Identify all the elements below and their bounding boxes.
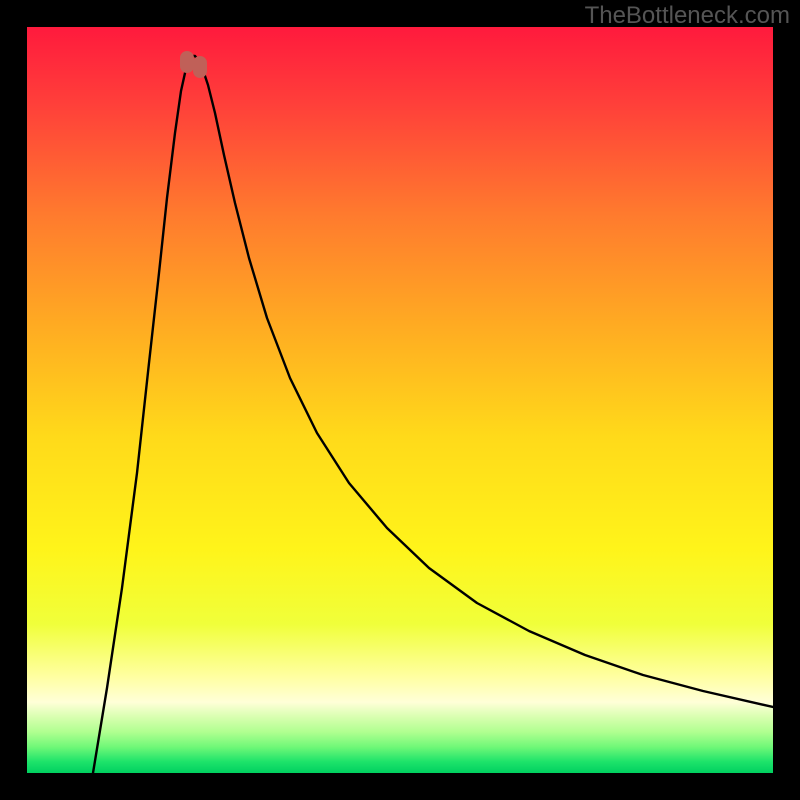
- watermark-text: TheBottleneck.com: [585, 2, 790, 30]
- curve-marker-1: [193, 56, 207, 78]
- curve-marker-0: [180, 51, 194, 73]
- chart-container: { "canvas": { "width": 800, "height": 80…: [0, 0, 800, 800]
- plot-area: [27, 27, 773, 773]
- bottleneck-curve: [93, 56, 773, 773]
- curve-layer: [27, 27, 773, 773]
